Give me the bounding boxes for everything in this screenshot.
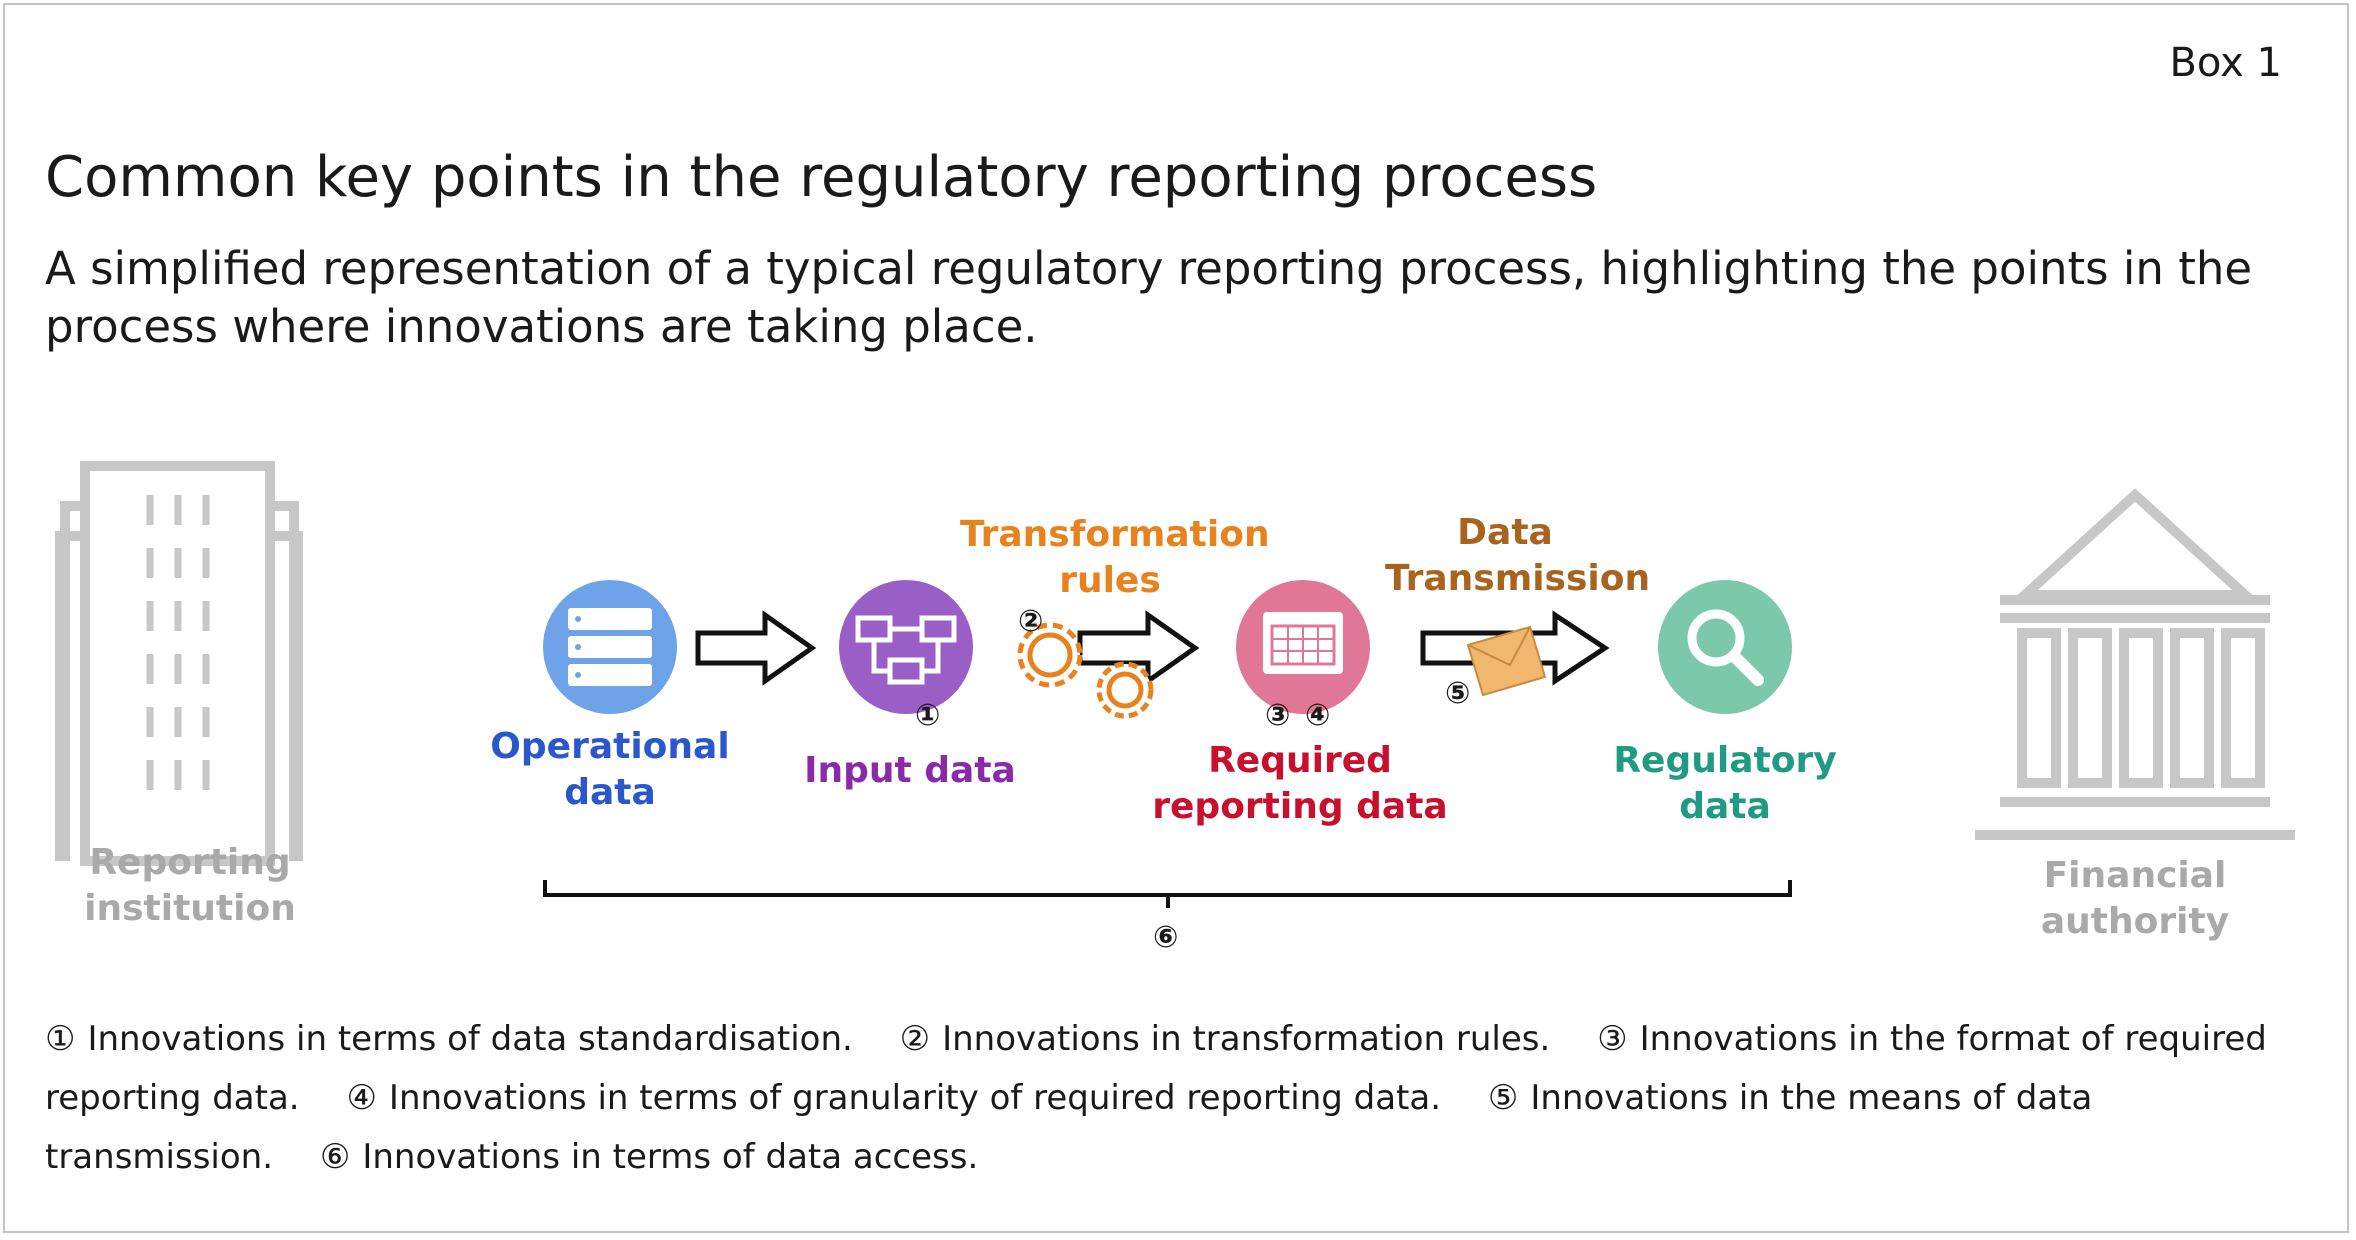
footnote-item: ⑥ Innovations in terms of data access. [319,1137,979,1177]
marker-5: ⑤ [1445,676,1471,711]
figure-frame [3,3,2349,1233]
arrow-input-to-required [1077,610,1200,686]
data-access-brace [543,880,1792,908]
gears-icon [1017,622,1154,719]
server-icon [543,580,677,714]
footnote-item: ④ Innovations in terms of granularity of … [346,1078,1442,1118]
footnote-item: ⑤ Innovations in the means of data transm… [45,1078,2093,1177]
building-icon [55,461,303,866]
input-data-icon [839,580,973,714]
marker-1: ① [915,698,941,733]
marker-2: ② [1018,604,1044,639]
arrow-operational-to-input [695,610,817,686]
operational-data-label: Operational data [490,726,730,813]
transformation-rules-label: Transformation rules [960,514,1270,601]
box-label: Box 1 [2169,40,2282,86]
marker-6: ⑥ [1153,920,1179,955]
marker-4: ④ [1305,698,1331,733]
figure-title: Common key points in the regulatory repo… [45,145,1598,210]
regulatory-data-label: Regulatory data [1613,740,1837,827]
diagram-graphics [55,461,2295,908]
footnote-item: ③ Innovations in the format of required r… [45,1019,2267,1118]
envelope-icon [1466,625,1547,697]
figure-subtitle: A simplified representation of a typical… [45,242,2253,353]
bank-icon [1975,488,2295,840]
reporting-institution-label: Reporting institution [84,842,296,929]
magnifier-icon [1658,580,1792,714]
footnotes: ① Innovations in terms of data standardis… [45,1010,2295,1187]
process-diagram: Reporting institution Financial authorit… [0,440,2356,980]
input-data-label: Input data [804,750,1016,791]
data-transmission-label: Data Transmission [1385,512,1651,599]
required-reporting-data-label: Required reporting data [1152,740,1448,827]
report-table-icon [1236,580,1370,714]
marker-3: ③ [1265,698,1291,733]
footnote-item: ② Innovations in transformation rules. [899,1019,1551,1059]
footnote-item: ① Innovations in terms of data standardis… [45,1019,853,1059]
financial-authority-label: Financial authority [2040,855,2230,942]
